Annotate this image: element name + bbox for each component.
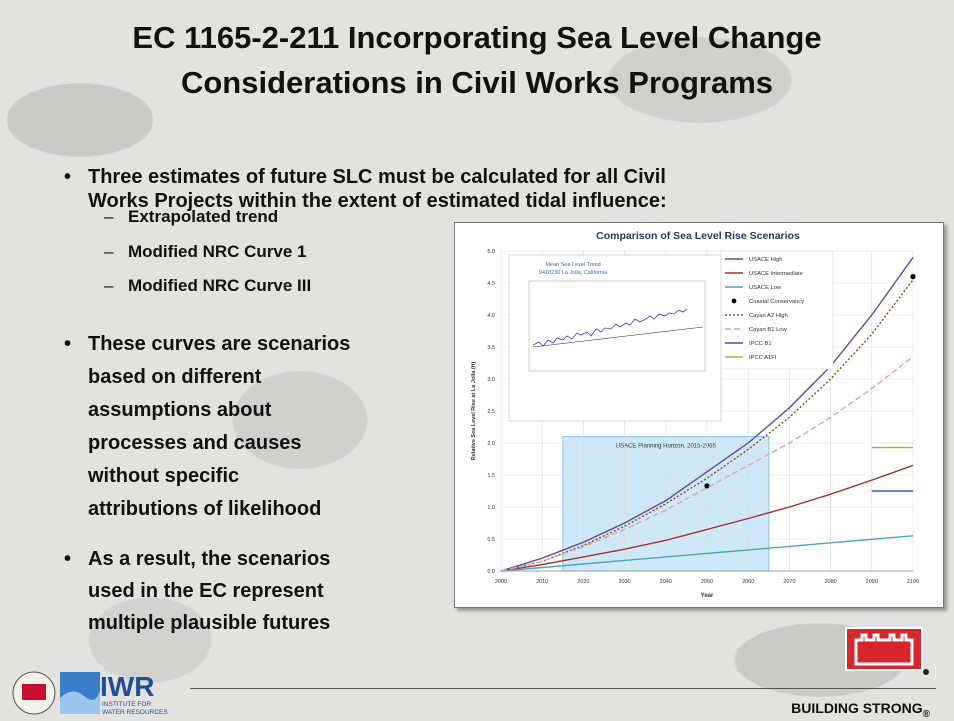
sub-dash: – xyxy=(104,207,114,226)
x-tick-label: 2010 xyxy=(536,579,548,585)
x-tick-label: 2060 xyxy=(742,579,754,585)
tagline: BUILDING STRONG xyxy=(791,700,923,716)
inset-plot xyxy=(528,280,706,372)
bullet-text: Works Projects within the extent of esti… xyxy=(88,190,667,212)
x-axis-label: Year xyxy=(701,593,714,599)
legend-frame xyxy=(720,250,834,370)
bullet-text: attributions of likelihood xyxy=(88,498,322,520)
usace-castle xyxy=(845,627,929,675)
inset: Mean Sea Level Trend 9410230 La Jolla, Ca… xyxy=(508,254,722,422)
y-tick-label: 1.0 xyxy=(487,505,495,511)
bullet-text: As a result, the scenarios xyxy=(88,548,331,570)
bullet-text: These curves are scenarios xyxy=(88,333,351,355)
x-tick-label: 2070 xyxy=(783,579,795,585)
x-tick-label: 2090 xyxy=(866,579,878,585)
y-tick-label: 3.0 xyxy=(487,377,495,383)
legend-label: USACE Low xyxy=(749,285,782,291)
tagline-mark: ® xyxy=(922,708,930,720)
sub-text: Extrapolated trend xyxy=(128,207,279,226)
bullet-text: Three estimates of future SLC must be ca… xyxy=(88,166,666,188)
inset-fit xyxy=(532,326,704,348)
series-line xyxy=(500,256,914,572)
inset-title: Mean Sea Level Trend xyxy=(545,262,600,268)
chart-title: Comparison of Sea Level Rise Scenarios xyxy=(596,230,800,242)
x-tick-label: 2080 xyxy=(824,579,836,585)
bullet-text: without specific xyxy=(88,465,240,487)
x-tick-label: 2050 xyxy=(701,579,713,585)
bullet-dot: • xyxy=(64,166,72,188)
iwr-subtext: INSTITUTE FOR xyxy=(102,701,151,708)
y-tick-label: 4.5 xyxy=(487,281,495,287)
bullet-text: used in the EC represent xyxy=(88,580,324,602)
bullet-text: based on different xyxy=(88,366,262,388)
legend-label: USACE Intermediate xyxy=(749,271,803,277)
legend-swatch xyxy=(731,298,737,304)
x-tick-label: 2100 xyxy=(907,579,919,585)
sub-text: Modified NRC Curve 1 xyxy=(128,242,307,261)
bullet-text: assumptions about xyxy=(88,399,272,421)
legend-label: IPCC B1 xyxy=(749,341,772,347)
bullet-text: multiple plausible futures xyxy=(88,612,331,634)
iwr-text: IWR xyxy=(100,671,154,702)
bullet-dot: • xyxy=(64,333,72,355)
chart-frame: Comparison of Sea Level Rise Scenarios US… xyxy=(454,222,944,608)
legend-label: Cayan A2 High xyxy=(749,313,788,319)
legend-label: USACE High xyxy=(749,257,783,263)
castle-dot xyxy=(923,669,929,675)
title-line: EC 1165-2-211 Incorporating Sea Level Ch… xyxy=(132,20,822,55)
footer-rule xyxy=(190,688,936,689)
legend-label: IPCC A1FI xyxy=(749,355,777,361)
series-line xyxy=(500,464,914,572)
x-tick-label: 2030 xyxy=(618,579,630,585)
annotation-text: USACE Planning Horizon, 2015-2065 xyxy=(616,444,717,450)
data-point xyxy=(704,483,710,489)
legend-label: Coastal Conservancy xyxy=(749,299,804,305)
sub-text: Modified NRC Curve III xyxy=(128,276,312,295)
y-tick-label: 1.5 xyxy=(487,473,495,479)
tagline-box: BUILDING STRONG® xyxy=(791,700,930,720)
sub-dash: – xyxy=(104,242,114,261)
y-tick-label: 0.5 xyxy=(487,537,495,543)
x-tick-label: 2040 xyxy=(660,579,672,585)
footer-logos: IWR INSTITUTE FOR WATER RESOURCES xyxy=(12,671,168,716)
y-tick-label: 4.0 xyxy=(487,313,495,319)
chart: Comparison of Sea Level Rise Scenarios US… xyxy=(471,230,919,599)
series-line xyxy=(500,535,914,572)
inset-trend xyxy=(532,308,688,347)
y-axis-label: Relative Sea Level Rise at La Jolla (ft) xyxy=(471,362,477,461)
inset-title: 9410230 La Jolla, California xyxy=(539,270,608,276)
legend-label: Cayan B1 Low xyxy=(749,327,788,333)
x-tick-label: 2000 xyxy=(495,579,507,585)
y-tick-label: 5.0 xyxy=(487,249,495,255)
sub-dash: – xyxy=(104,276,114,295)
y-tick-label: 3.5 xyxy=(487,345,495,351)
series-line xyxy=(500,356,914,572)
seal-castle xyxy=(22,684,46,700)
data-point xyxy=(910,274,916,280)
y-tick-label: 2.5 xyxy=(487,409,495,415)
title-line: Considerations in Civil Works Programs xyxy=(180,65,773,100)
y-tick-label: 2.0 xyxy=(487,441,495,447)
castle-shape xyxy=(854,633,914,666)
bullet-text: processes and causes xyxy=(88,432,302,454)
wave xyxy=(60,690,100,714)
y-tick-label: 0.0 xyxy=(487,569,495,575)
iwr-subtext: WATER RESOURCES xyxy=(102,709,168,716)
bullet-dot: • xyxy=(64,548,72,570)
x-tick-label: 2020 xyxy=(577,579,589,585)
